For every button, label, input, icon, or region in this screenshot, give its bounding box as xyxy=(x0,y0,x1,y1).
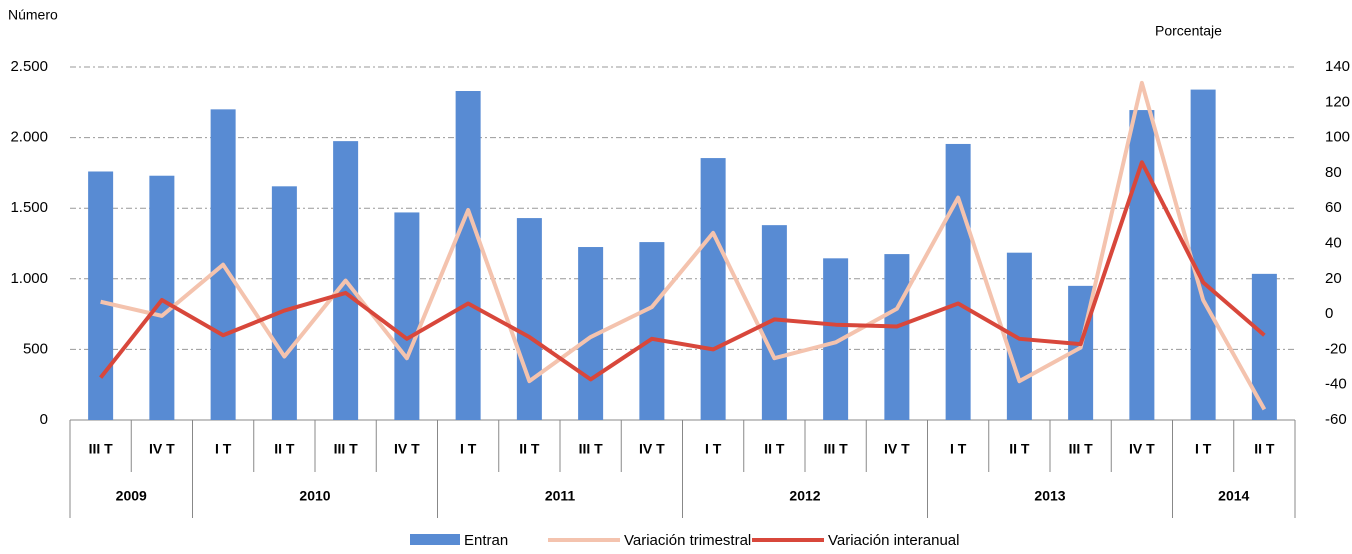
bar xyxy=(945,143,971,421)
y-tick-label: 2.000 xyxy=(10,129,48,146)
x-tick-label: IV T xyxy=(884,441,910,457)
x-tick-label: I T xyxy=(460,441,477,457)
bar xyxy=(1190,89,1216,420)
bar xyxy=(1251,273,1277,420)
x-tick-label: I T xyxy=(215,441,232,457)
x-tick-label: II T xyxy=(1254,441,1275,457)
legend-label: Variación interanual xyxy=(828,532,959,549)
y-tick-label: 1.500 xyxy=(10,199,48,216)
y-axis-label: Número xyxy=(8,7,58,23)
x-tick-label: II T xyxy=(274,441,295,457)
year-label: 2014 xyxy=(1218,488,1249,504)
bar xyxy=(149,175,175,420)
x-tick-label: II T xyxy=(764,441,785,457)
y2-axis-label: Porcentaje xyxy=(1155,23,1222,39)
bar xyxy=(394,212,420,420)
y-tick-label: 0 xyxy=(40,411,48,428)
bar xyxy=(455,91,481,420)
y2-tick-label: 80 xyxy=(1325,164,1342,181)
x-tick-label: III T xyxy=(334,441,359,457)
y2-tick-label: -20 xyxy=(1325,340,1347,357)
x-tick-label: IV T xyxy=(639,441,665,457)
x-tick-label: I T xyxy=(705,441,722,457)
legend-label: Entran xyxy=(464,532,508,549)
bar xyxy=(271,186,297,420)
year-label: 2010 xyxy=(299,488,330,504)
x-tick-label: II T xyxy=(519,441,540,457)
line xyxy=(99,160,1266,382)
y2-tick-label: 40 xyxy=(1325,234,1342,251)
y2-tick-label: 60 xyxy=(1325,199,1342,216)
legend-label: Variación trimestral xyxy=(624,532,751,549)
x-tick-label: IV T xyxy=(1129,441,1155,457)
y2-tick-label: 120 xyxy=(1325,93,1350,110)
y2-tick-label: 100 xyxy=(1325,129,1350,146)
x-tick-label: III T xyxy=(579,441,604,457)
y-tick-label: 2.500 xyxy=(10,58,48,75)
bar xyxy=(516,218,542,420)
x-tick-label: II T xyxy=(1009,441,1030,457)
x-tick-label: I T xyxy=(1195,441,1212,457)
bar xyxy=(639,242,665,420)
y2-tick-label: 20 xyxy=(1325,270,1342,287)
x-tick-label: III T xyxy=(89,441,114,457)
x-tick-label: IV T xyxy=(394,441,420,457)
y-tick-label: 500 xyxy=(23,340,48,357)
year-label: 2012 xyxy=(789,488,820,504)
x-tick-label: III T xyxy=(1069,441,1094,457)
y2-tick-label: 140 xyxy=(1325,58,1350,75)
bar xyxy=(1006,252,1032,420)
y2-tick-label: -40 xyxy=(1325,376,1347,393)
y2-tick-label: -60 xyxy=(1325,411,1347,428)
bar xyxy=(884,254,910,420)
bar xyxy=(88,171,114,420)
bar xyxy=(1129,110,1155,420)
x-tick-label: III T xyxy=(824,441,849,457)
x-tick-label: IV T xyxy=(149,441,175,457)
year-label: 2011 xyxy=(545,488,576,504)
y2-tick-label: 0 xyxy=(1325,305,1333,322)
y-tick-label: 1.000 xyxy=(10,270,48,287)
bar xyxy=(700,158,726,420)
year-label: 2009 xyxy=(116,488,147,504)
x-tick-label: I T xyxy=(950,441,967,457)
line xyxy=(100,80,1267,411)
legend-swatch xyxy=(410,534,460,545)
year-label: 2013 xyxy=(1034,488,1065,504)
